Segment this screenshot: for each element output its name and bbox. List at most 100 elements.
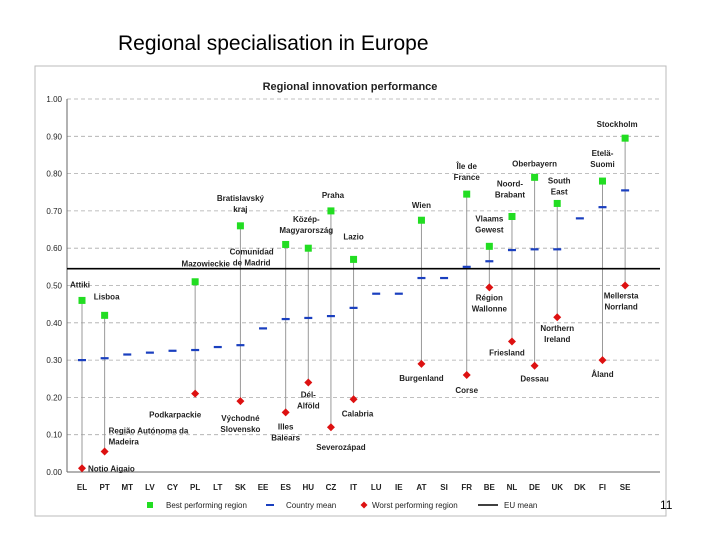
region-label-line: Noord- bbox=[497, 179, 524, 188]
x-tick-label: SI bbox=[440, 483, 448, 492]
x-tick-label: SE bbox=[620, 483, 631, 492]
best-region-point bbox=[508, 212, 516, 220]
region-label: Région Wallonne bbox=[472, 293, 508, 313]
worst-region-point bbox=[553, 313, 562, 322]
best-region-point bbox=[553, 199, 561, 207]
eu-mean-label: Mazowieckie bbox=[182, 260, 231, 269]
region-label: Burgenland bbox=[399, 374, 444, 383]
best-region-point bbox=[463, 190, 471, 198]
x-tick-label: ES bbox=[280, 483, 291, 492]
region-label-line: East bbox=[551, 187, 568, 196]
region-label-line: Balears bbox=[271, 433, 300, 442]
x-tick-label: LV bbox=[145, 483, 155, 492]
region-label-line: Közép- bbox=[293, 215, 320, 224]
best-region-point bbox=[282, 240, 290, 248]
y-tick-label: 0.40 bbox=[46, 319, 62, 328]
region-label: Notio Aigaio bbox=[88, 464, 135, 473]
best-region-point bbox=[350, 255, 358, 263]
region-label: Åland bbox=[591, 370, 613, 379]
x-tick-label: LU bbox=[371, 483, 382, 492]
region-label-line: de Madrid bbox=[233, 258, 271, 267]
best-region-point bbox=[327, 207, 335, 215]
region-label: Vlaams Gewest bbox=[475, 214, 504, 234]
best-region-point bbox=[485, 242, 493, 250]
y-tick-label: 0.70 bbox=[46, 207, 62, 216]
mark-layer bbox=[78, 134, 630, 473]
legend-best-swatch bbox=[147, 502, 153, 508]
region-label-line: Východné bbox=[221, 414, 260, 423]
y-tick-label: 0.20 bbox=[46, 393, 62, 402]
region-label-line: Île de bbox=[455, 162, 477, 171]
region-label: Etelä- Suomi bbox=[590, 149, 614, 169]
worst-region-point bbox=[530, 361, 539, 370]
region-label: Illes Balears bbox=[271, 422, 300, 442]
region-label-line: Illes bbox=[278, 422, 294, 431]
worst-region-point bbox=[621, 281, 630, 290]
label-layer: Attiki Lisboa Bratislavský kraj Comunidad de … bbox=[70, 120, 639, 473]
region-label: Közép- Magyarország bbox=[279, 215, 333, 235]
region-label-line: kraj bbox=[233, 205, 247, 214]
best-region-point bbox=[236, 222, 244, 230]
x-tick-label: CZ bbox=[326, 483, 337, 492]
region-label: Região Autónoma da Madeira bbox=[109, 426, 189, 446]
region-label-line: France bbox=[454, 173, 481, 182]
chart-frame bbox=[34, 65, 667, 517]
best-region-point bbox=[598, 177, 606, 185]
region-label-line: Etelä- bbox=[592, 149, 614, 158]
y-tick-label: 0.50 bbox=[46, 282, 62, 291]
legend: Best performing region Country mean Worst … bbox=[147, 501, 537, 510]
grid-layer bbox=[67, 98, 660, 436]
region-label-line: Wallonne bbox=[472, 304, 508, 313]
best-region-point bbox=[78, 296, 86, 304]
x-tick-label: UK bbox=[551, 483, 563, 492]
legend-label: Best performing region bbox=[166, 501, 247, 510]
x-tick-label: EE bbox=[258, 483, 269, 492]
worst-region-point bbox=[100, 447, 109, 456]
x-tick-label: EL bbox=[77, 483, 87, 492]
worst-region-point bbox=[304, 378, 313, 387]
region-label-line: Magyarország bbox=[279, 226, 333, 235]
best-region-point bbox=[101, 311, 109, 319]
x-tick-label: NL bbox=[507, 483, 518, 492]
worst-region-point bbox=[485, 283, 494, 292]
region-label: Bratislavský kraj bbox=[217, 194, 265, 214]
region-label: Lazio bbox=[343, 232, 364, 241]
worst-region-point bbox=[326, 423, 335, 432]
worst-region-point bbox=[349, 395, 358, 404]
worst-region-point bbox=[236, 397, 245, 406]
x-tick-label: HU bbox=[303, 483, 315, 492]
worst-region-point bbox=[78, 464, 86, 473]
eu-mean-layer: Mazowieckie bbox=[67, 260, 660, 270]
region-label-line: Ireland bbox=[544, 335, 570, 344]
region-label-line: Alföld bbox=[297, 401, 320, 410]
y-tick-label: 0.00 bbox=[46, 468, 62, 477]
y-tick-label: 0.60 bbox=[46, 244, 62, 253]
region-label-line: Slovensko bbox=[220, 425, 260, 434]
region-label: South East bbox=[548, 176, 571, 196]
region-label: Wien bbox=[412, 201, 431, 210]
region-label: Lisboa bbox=[94, 292, 120, 301]
y-tick-label: 0.80 bbox=[46, 170, 62, 179]
axis-layer: 0.00 0.10 0.20 0.30 0.40 0.50 0.60 0.70 0.80 0.90… bbox=[46, 95, 660, 492]
region-label: Attiki bbox=[70, 280, 90, 289]
legend-label: Worst performing region bbox=[372, 501, 458, 510]
region-label: Stockholm bbox=[597, 120, 638, 129]
region-label-line: Dél- bbox=[301, 390, 316, 399]
slide-title: Regional specialisation in Europe bbox=[118, 32, 429, 55]
region-label-line: Région bbox=[476, 293, 503, 302]
best-region-point bbox=[621, 134, 629, 142]
legend-label: Country mean bbox=[286, 501, 336, 510]
x-tick-label: SK bbox=[235, 483, 246, 492]
region-label-line: Mellersta bbox=[604, 292, 639, 301]
x-tick-label: PT bbox=[100, 483, 110, 492]
region-label-line: Comunidad bbox=[230, 247, 274, 256]
worst-region-point bbox=[191, 389, 200, 398]
x-tick-label: IT bbox=[350, 483, 357, 492]
region-label-line: Vlaams bbox=[475, 214, 504, 223]
x-tick-label: DK bbox=[574, 483, 586, 492]
y-tick-label: 1.00 bbox=[46, 95, 62, 104]
region-label: Praha bbox=[322, 191, 345, 200]
x-tick-label: LT bbox=[213, 483, 222, 492]
worst-region-point bbox=[598, 356, 607, 365]
